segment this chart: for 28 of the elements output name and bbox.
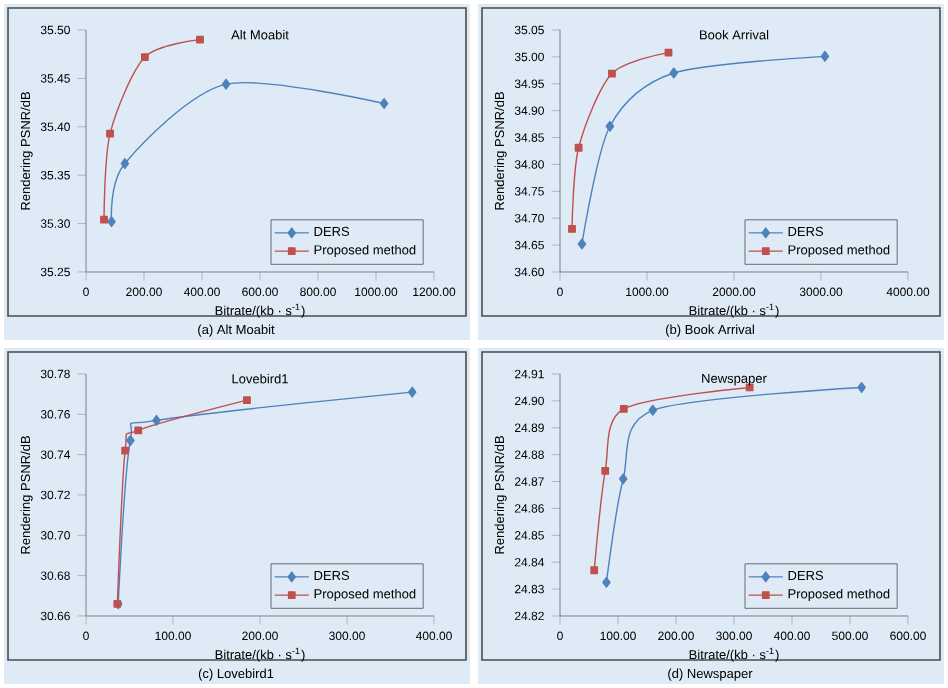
point xyxy=(590,566,599,575)
point xyxy=(669,67,679,79)
point xyxy=(820,50,830,62)
point xyxy=(605,120,615,132)
point xyxy=(140,53,149,61)
point xyxy=(100,215,108,224)
point xyxy=(106,129,114,138)
point xyxy=(107,216,116,228)
point xyxy=(196,35,204,44)
point xyxy=(126,435,135,447)
point xyxy=(602,576,611,588)
point xyxy=(134,426,143,435)
point xyxy=(577,238,587,250)
point xyxy=(152,414,161,426)
point xyxy=(857,381,866,393)
point xyxy=(121,446,130,455)
point xyxy=(619,405,628,413)
point xyxy=(618,473,628,485)
point xyxy=(407,386,417,398)
point xyxy=(608,69,616,78)
point xyxy=(243,396,251,405)
point xyxy=(574,143,583,152)
point xyxy=(568,225,576,233)
point xyxy=(648,404,658,416)
point xyxy=(221,78,231,90)
point xyxy=(120,158,130,170)
point xyxy=(379,98,389,110)
point xyxy=(601,466,610,475)
